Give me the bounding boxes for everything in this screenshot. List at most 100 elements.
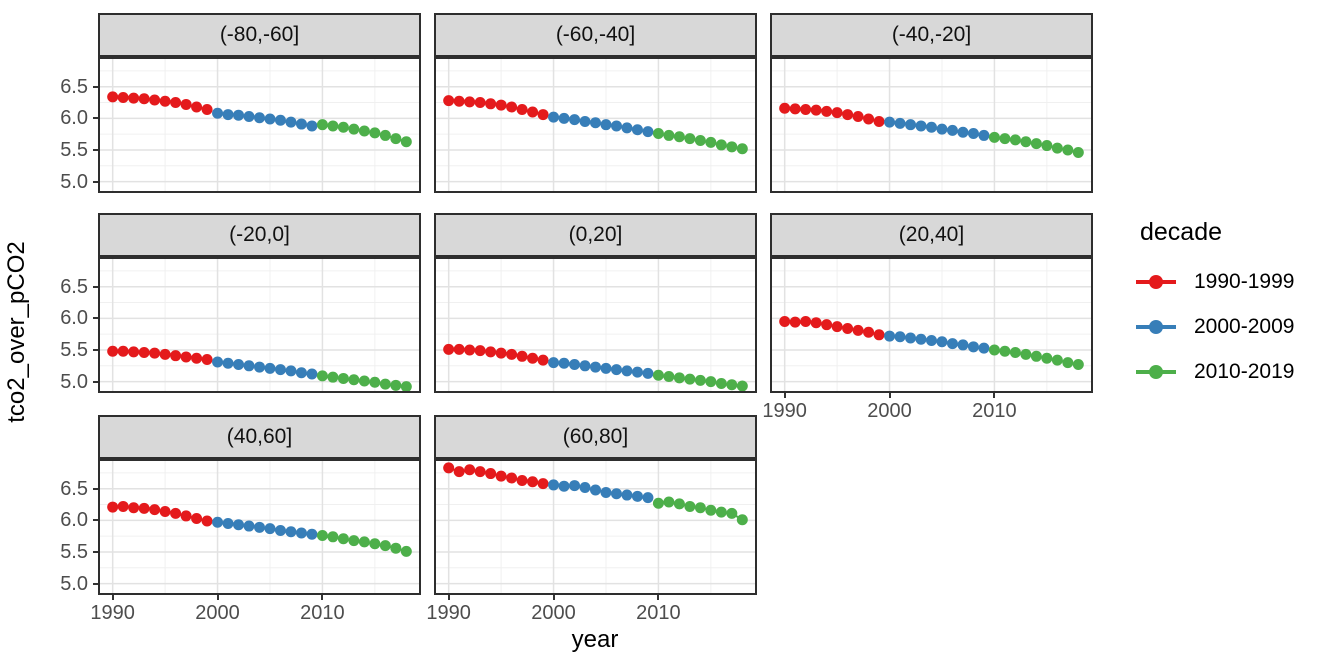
data-point	[548, 111, 560, 123]
data-point	[295, 527, 307, 539]
x-tick-label: 2010	[300, 602, 345, 624]
data-point	[495, 99, 507, 111]
data-point	[1020, 348, 1032, 360]
data-point	[400, 136, 412, 148]
data-point	[1062, 144, 1074, 156]
data-point	[789, 316, 801, 328]
data-point	[863, 326, 875, 338]
data-point	[306, 368, 318, 380]
data-point	[736, 143, 748, 155]
data-point	[1009, 347, 1021, 359]
facet-strip-(0,20]: (0,20]	[434, 213, 757, 257]
data-point	[946, 124, 958, 136]
data-point	[369, 538, 381, 550]
facet-strip-(40,60]: (40,60]	[98, 415, 421, 459]
data-point	[621, 489, 633, 501]
data-point	[548, 479, 560, 491]
data-point	[128, 346, 140, 358]
data-point	[464, 344, 476, 356]
data-point	[327, 531, 339, 543]
legend-key-dot	[1149, 320, 1163, 334]
y-tick-mark	[93, 148, 98, 151]
data-point	[443, 343, 455, 355]
data-point	[201, 353, 213, 365]
data-point	[705, 504, 717, 516]
x-tick-label: 2000	[867, 400, 912, 422]
data-point	[117, 345, 129, 357]
data-point	[474, 345, 486, 357]
x-tick-mark	[888, 393, 891, 398]
data-point	[274, 114, 286, 126]
facet-strip-(20,40]: (20,40]	[770, 213, 1093, 257]
data-point	[180, 351, 192, 363]
legend-key-dot	[1149, 365, 1163, 379]
data-point	[863, 113, 875, 125]
data-point	[569, 480, 581, 492]
data-point	[527, 476, 539, 488]
data-point	[506, 348, 518, 360]
data-point	[558, 357, 570, 369]
data-point	[107, 91, 119, 103]
data-point	[978, 129, 990, 141]
legend-key-icon	[1136, 312, 1176, 342]
data-point	[254, 521, 265, 533]
legend-item-1990-1999: 1990-1999	[1136, 267, 1336, 297]
data-point	[337, 372, 349, 384]
x-tick-mark	[447, 595, 450, 600]
data-point	[988, 344, 1000, 356]
y-tick-mark	[93, 180, 98, 183]
data-point	[474, 466, 486, 478]
legend-item-label: 1990-1999	[1194, 270, 1295, 293]
data-point	[915, 120, 927, 132]
facet-strip-label: (60,80]	[562, 425, 629, 448]
data-point	[894, 331, 906, 343]
data-point	[779, 102, 791, 114]
data-point	[579, 360, 591, 372]
facet-panel-(-80,-60]	[98, 57, 421, 193]
data-point	[358, 125, 370, 137]
y-tick-mark	[93, 117, 98, 120]
data-point	[642, 492, 654, 504]
data-point	[1041, 352, 1053, 364]
data-point	[967, 341, 979, 353]
data-point	[285, 365, 297, 377]
data-point	[316, 119, 328, 131]
data-point	[894, 117, 906, 129]
y-tick-mark	[93, 487, 98, 490]
data-point	[233, 109, 245, 121]
data-point	[999, 345, 1011, 357]
data-point	[201, 104, 213, 116]
facet-plot-area	[100, 461, 419, 593]
facet-plot-area	[772, 59, 1091, 191]
data-point	[652, 497, 664, 509]
facet-strip-label: (20,40]	[898, 223, 965, 246]
y-tick-label: 5.0	[60, 170, 88, 193]
x-tick-mark	[993, 393, 996, 398]
data-point	[842, 109, 854, 121]
y-tick-mark	[93, 380, 98, 383]
data-point	[264, 113, 276, 125]
data-point	[180, 98, 192, 110]
data-point	[400, 545, 412, 557]
data-point	[569, 114, 581, 126]
data-point	[579, 116, 591, 128]
data-point	[516, 475, 528, 487]
y-tick-mark	[93, 519, 98, 522]
y-tick-label: 5.0	[60, 572, 88, 595]
data-point	[905, 119, 917, 131]
data-point	[107, 345, 119, 357]
y-tick-label: 6.5	[60, 477, 88, 500]
data-point	[842, 322, 854, 334]
facet-plot-area	[100, 259, 419, 391]
data-point	[610, 488, 622, 500]
data-point	[957, 126, 969, 138]
data-point	[579, 481, 591, 493]
data-point	[337, 121, 349, 133]
data-point	[999, 133, 1011, 145]
data-point	[800, 316, 812, 328]
data-point	[673, 498, 685, 510]
data-point	[379, 378, 391, 390]
data-point	[348, 374, 360, 386]
legend-item-2010-2019: 2010-2019	[1136, 357, 1336, 387]
data-point	[726, 141, 738, 153]
